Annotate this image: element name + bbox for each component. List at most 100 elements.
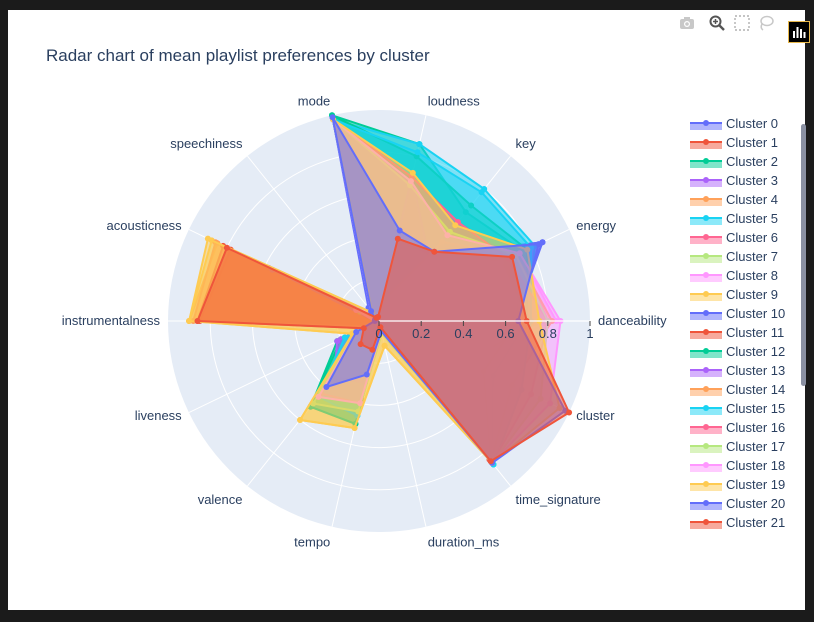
axis-label-duration_ms: duration_ms [428,535,500,550]
legend-item[interactable]: Cluster 12 [690,344,785,359]
series-point[interactable] [509,253,516,260]
legend-swatch [690,294,722,301]
series-point[interactable] [431,248,438,255]
series-point[interactable] [373,314,380,321]
series-point[interactable] [323,384,330,390]
axis-label-cluster: cluster [576,408,615,423]
legend-swatch [690,218,722,225]
series-point[interactable] [478,189,485,196]
legend-item[interactable]: Cluster 5 [690,211,778,226]
legend-marker [703,158,709,164]
legend-label: Cluster 19 [726,477,785,492]
legend-item[interactable]: Cluster 11 [690,325,784,340]
legend-item[interactable]: Cluster 3 [690,173,778,188]
series-point[interactable] [414,149,421,156]
radial-ticks: 0 0.2 0.4 0.6 0.8 1 [375,320,594,341]
legend-item[interactable]: Cluster 10 [690,306,785,321]
legend-swatch [690,142,722,149]
legend-label: Cluster 7 [726,249,778,264]
series-point[interactable] [186,318,193,324]
series-point[interactable] [535,241,542,248]
legend-item[interactable]: Cluster 16 [690,420,785,435]
series-point[interactable] [223,244,230,251]
legend-item[interactable]: Cluster 1 [690,135,778,150]
legend-swatch [690,332,722,339]
lasso-icon[interactable] [755,12,777,34]
series-point[interactable] [452,222,459,229]
axis-label-mode: mode [298,94,331,109]
angular-axis-labels: danceability energy key loudness mode speechi… [62,94,667,550]
legend-item[interactable]: Cluster 18 [690,458,785,473]
legend-label: Cluster 20 [726,496,785,511]
series-point[interactable] [487,458,494,465]
legend-label: Cluster 21 [726,515,785,530]
series-point[interactable] [357,341,364,348]
legend-item[interactable]: Cluster 2 [690,154,778,169]
series-point[interactable] [566,409,573,416]
legend-item[interactable]: Cluster 14 [690,382,785,397]
legend-item[interactable]: Cluster 9 [690,287,778,302]
legend-item[interactable]: Cluster 20 [690,496,785,511]
legend-swatch [690,275,722,282]
zoom-icon[interactable] [706,12,728,34]
series-point[interactable] [353,329,360,335]
series-point[interactable] [394,235,401,242]
series-point[interactable] [341,334,348,341]
legend-item[interactable]: Cluster 4 [690,192,778,207]
legend-swatch [690,237,722,244]
series-layer [186,112,573,468]
legend-item[interactable]: Cluster 13 [690,363,785,378]
series-point[interactable] [204,235,211,242]
radial-tick-label: 0 [375,326,382,341]
series-trace[interactable] [194,235,573,465]
series-point[interactable] [409,169,416,176]
series-point[interactable] [363,371,370,378]
axis-label-speechiness: speechiness [170,136,243,151]
legend-marker [703,405,709,411]
series-point[interactable] [194,318,201,324]
legend-marker [703,367,709,373]
series-point[interactable] [329,114,336,121]
legend-item[interactable]: Cluster 21 [690,515,785,530]
legend-marker [703,348,709,354]
modebar [676,10,806,36]
plotly-logo-icon[interactable] [788,21,810,43]
series-point[interactable] [381,342,388,349]
axis-label-tempo: tempo [294,535,330,550]
legend-swatch [690,123,722,130]
legend-label: Cluster 17 [726,439,785,454]
axis-label-valence: valence [198,492,243,507]
legend-item[interactable]: Cluster 8 [690,268,778,283]
series-point[interactable] [351,425,358,431]
legend-swatch [690,503,722,510]
legend-label: Cluster 13 [726,363,785,378]
series-point[interactable] [360,325,367,332]
legend[interactable]: Cluster 0 Cluster 1 Cluster 2 Cluster 3 Clus… [690,116,785,530]
spoke-line [378,320,427,527]
series-point[interactable] [297,417,304,423]
legend-marker [703,215,709,221]
legend-swatch [690,427,722,434]
radial-tick-label: 0.8 [539,326,557,341]
series-point[interactable] [369,346,376,353]
legend-swatch [690,408,722,415]
camera-icon[interactable] [676,12,698,34]
legend-item[interactable]: Cluster 19 [690,477,785,492]
series-point[interactable] [396,227,403,234]
legend-item[interactable]: Cluster 15 [690,401,785,416]
legend-label: Cluster 15 [726,401,785,416]
series-point[interactable] [334,338,341,345]
legend-scrollbar[interactable] [801,124,806,386]
series-point[interactable] [416,141,423,148]
box-select-icon[interactable] [731,12,753,34]
legend-item[interactable]: Cluster 0 [690,116,778,131]
legend-marker [703,500,709,506]
series-point[interactable] [368,308,375,315]
legend-item[interactable]: Cluster 17 [690,439,785,454]
legend-marker [703,443,709,449]
legend-item[interactable]: Cluster 7 [690,249,778,264]
legend-item[interactable]: Cluster 6 [690,230,778,245]
legend-label: Cluster 18 [726,458,785,473]
axis-label-time_signature: time_signature [516,492,601,507]
legend-swatch [690,256,722,263]
